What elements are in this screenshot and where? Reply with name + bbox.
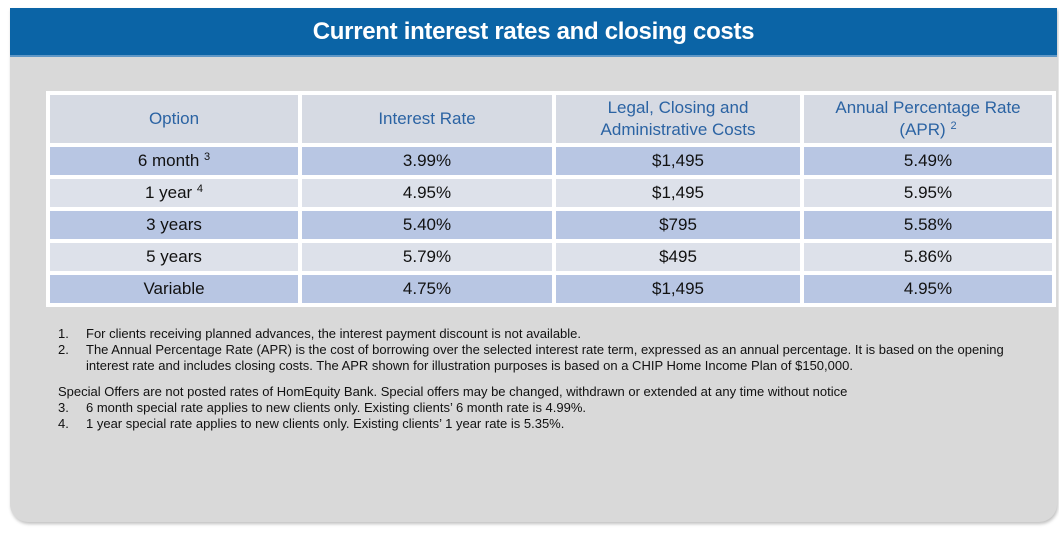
option-label: 6 month <box>137 151 200 170</box>
rates-table-container: Option Interest Rate Legal, Closing and … <box>46 91 1056 307</box>
footnote-number: 1. <box>58 326 69 341</box>
cell-option: 6 month 3 <box>50 147 298 175</box>
rates-panel: Current interest rates and closing costs… <box>10 8 1057 522</box>
cell-option: 3 years <box>50 211 298 239</box>
table-row: Variable 4.75% $1,495 4.95% <box>50 275 1052 303</box>
option-footnote: 4 <box>196 183 204 195</box>
footnote-text: 1 year special rate applies to new clien… <box>86 416 565 431</box>
footnote-text: The Annual Percentage Rate (APR) is the … <box>86 342 1004 373</box>
table-row: 5 years 5.79% $495 5.86% <box>50 243 1052 271</box>
cell-apr: 5.86% <box>804 243 1052 271</box>
table-row: 6 month 3 3.99% $1,495 5.49% <box>50 147 1052 175</box>
header-costs-line2: Administrative Costs <box>600 120 756 139</box>
cell-costs: $795 <box>556 211 800 239</box>
cell-option: 1 year 4 <box>50 179 298 207</box>
footnote-number: 2. <box>58 342 69 357</box>
footnote: 4. 1 year special rate applies to new cl… <box>58 416 1008 432</box>
cell-rate: 3.99% <box>302 147 552 175</box>
footnote-text: 6 month special rate applies to new clie… <box>86 400 587 415</box>
cell-rate: 5.79% <box>302 243 552 271</box>
cell-costs: $1,495 <box>556 179 800 207</box>
cell-apr: 5.49% <box>804 147 1052 175</box>
page-title: Current interest rates and closing costs <box>10 8 1057 57</box>
cell-apr: 5.58% <box>804 211 1052 239</box>
footnote-text: For clients receiving planned advances, … <box>86 326 582 341</box>
footnote: 2. The Annual Percentage Rate (APR) is t… <box>58 342 1008 374</box>
footnote: 3. 6 month special rate applies to new c… <box>58 400 1008 416</box>
header-interest-rate: Interest Rate <box>302 95 552 143</box>
header-apr-footnote: 2 <box>950 120 957 132</box>
header-costs-line1: Legal, Closing and <box>607 98 749 117</box>
footnotes: 1. For clients receiving planned advance… <box>58 326 1008 432</box>
header-apr: Annual Percentage Rate (APR) 2 <box>804 95 1052 143</box>
header-option: Option <box>50 95 298 143</box>
footnote-number: 3. <box>58 400 69 415</box>
table-header-row: Option Interest Rate Legal, Closing and … <box>50 95 1052 143</box>
footnote: 1. For clients receiving planned advance… <box>58 326 1008 342</box>
cell-apr: 5.95% <box>804 179 1052 207</box>
footnote-number: 4. <box>58 416 69 431</box>
table-row: 1 year 4 4.95% $1,495 5.95% <box>50 179 1052 207</box>
special-offers-text: Special Offers are not posted rates of H… <box>58 384 848 399</box>
rates-table: Option Interest Rate Legal, Closing and … <box>46 91 1056 307</box>
cell-costs: $495 <box>556 243 800 271</box>
cell-option: 5 years <box>50 243 298 271</box>
header-apr-line2: (APR) <box>899 120 946 139</box>
option-label: 1 year <box>144 183 193 202</box>
cell-rate: 5.40% <box>302 211 552 239</box>
table-row: 3 years 5.40% $795 5.58% <box>50 211 1052 239</box>
cell-costs: $1,495 <box>556 147 800 175</box>
option-footnote: 3 <box>204 151 211 163</box>
cell-rate: 4.75% <box>302 275 552 303</box>
cell-option: Variable <box>50 275 298 303</box>
cell-rate: 4.95% <box>302 179 552 207</box>
header-apr-line1: Annual Percentage Rate <box>835 98 1021 117</box>
cell-apr: 4.95% <box>804 275 1052 303</box>
cell-costs: $1,495 <box>556 275 800 303</box>
header-costs: Legal, Closing and Administrative Costs <box>556 95 800 143</box>
